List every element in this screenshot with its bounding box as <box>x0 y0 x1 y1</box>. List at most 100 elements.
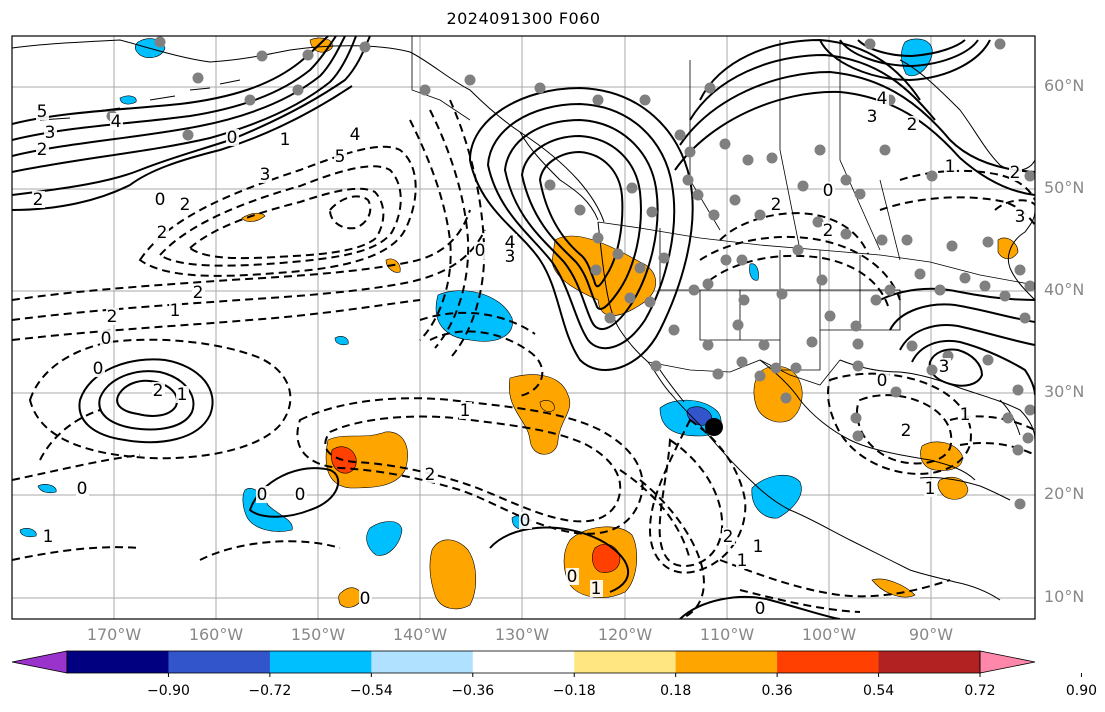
contour-label: 4 <box>350 125 361 145</box>
contour-label-bg <box>334 148 347 165</box>
contour-label: 0 <box>755 599 766 619</box>
longitude-label: 90°W <box>908 625 954 644</box>
contour-label: 2 <box>153 381 164 401</box>
contour-label-bg <box>169 302 182 319</box>
contour-label: 2 <box>157 223 168 243</box>
contour-label-bg <box>76 480 89 497</box>
contour-label: 0 <box>155 190 166 210</box>
contour-label: 2 <box>33 190 44 210</box>
contour-label: 3 <box>867 107 878 127</box>
contour-label: 4 <box>877 89 888 109</box>
graticule <box>12 36 1035 619</box>
contour-label: 4 <box>111 112 122 132</box>
latitude-label: 10°N <box>1044 587 1085 606</box>
contour-label: 2 <box>107 307 118 327</box>
colorbar-min-extension <box>11 650 68 674</box>
latitude-label: 30°N <box>1044 382 1085 401</box>
colorbar-segment <box>574 651 677 673</box>
colorbar-tick-label: 0.54 <box>862 683 895 699</box>
longitude-label: 120°W <box>597 625 653 644</box>
contour-label-bg <box>938 358 951 375</box>
colorbar <box>11 650 1082 677</box>
contour-label-bg <box>36 141 49 158</box>
latitude-label: 40°N <box>1044 280 1085 299</box>
contour-label: 3 <box>939 357 950 377</box>
contour-label: 3 <box>505 247 516 267</box>
colorbar-tick-label: −0.18 <box>552 683 596 699</box>
longitude-label: 100°W <box>801 625 857 644</box>
contour-label-bg <box>924 480 937 497</box>
contour-label-bg <box>722 528 735 545</box>
contour-label: 2 <box>180 195 191 215</box>
blue-patch-tpac-b <box>366 521 403 556</box>
contour-label: 2 <box>37 140 48 160</box>
contour-label-bg <box>504 248 517 265</box>
contour-label: 1 <box>945 157 956 177</box>
contour-label-bg <box>179 196 192 213</box>
contour-label: 5 <box>37 102 48 122</box>
contour-label-bg <box>876 372 889 389</box>
orange-patch-sw-pac <box>325 431 408 489</box>
station-dots <box>106 36 1035 510</box>
contour-label: 2 <box>723 527 734 547</box>
colorbar-tick-label: −0.72 <box>248 683 292 699</box>
contour-label: 0 <box>257 485 268 505</box>
contour-label: 1 <box>280 130 291 150</box>
contour-label: 2 <box>901 421 912 441</box>
contour-label-bg <box>424 466 437 483</box>
contour-label-bg <box>100 330 113 347</box>
bc-coast <box>519 131 599 221</box>
colorbar-max-extension <box>979 650 1036 674</box>
orange-patch-small-a <box>241 212 266 222</box>
contour-label: 0 <box>93 359 104 379</box>
colorbar-tick-label: 0.36 <box>761 683 793 699</box>
contour-label-bg <box>906 116 919 133</box>
contour-label: 0 <box>295 485 306 505</box>
blue-patch-small-b <box>334 336 349 346</box>
contour-label-bg <box>176 386 189 403</box>
colorbar-tick-label: 0.18 <box>660 683 692 699</box>
contour-label: 0 <box>101 329 112 349</box>
contour-label: 1 <box>460 401 471 421</box>
contour-label-bg <box>42 528 55 545</box>
contour-label: 5 <box>335 147 346 167</box>
negative-contours <box>12 99 1035 619</box>
colorbar-segment <box>67 651 169 673</box>
contour-label-bg <box>866 108 879 125</box>
contour-label: 2 <box>823 221 834 241</box>
colorbar-segment <box>472 651 575 673</box>
colorbar-segment <box>371 651 474 673</box>
contour-label-bg <box>752 538 765 555</box>
contour-label: 3 <box>260 165 271 185</box>
contour-label: 0 <box>227 128 238 148</box>
contour-label: 0 <box>823 181 834 201</box>
contour-label: 1 <box>753 537 764 557</box>
orange-patch-cuba <box>937 477 969 500</box>
contour-label-bg <box>44 124 57 141</box>
contour-label: 2 <box>193 283 204 303</box>
map-title: 2024091300 F060 <box>446 9 601 28</box>
contour-label-bg <box>736 552 749 569</box>
mexico-gulf-coast <box>759 359 976 481</box>
contour-label-bg <box>566 568 579 585</box>
contour-label-bg <box>152 382 165 399</box>
contour-label-bg <box>474 242 487 259</box>
colorbar-tick-label: −0.54 <box>349 683 393 699</box>
contour-label-bg <box>349 126 362 143</box>
contour-label: 1 <box>737 551 748 571</box>
purple-core-mex-pac <box>686 406 713 426</box>
contour-label: 2 <box>907 115 918 135</box>
latitude-label: 20°N <box>1044 484 1085 503</box>
contour-label-bg <box>822 222 835 239</box>
contour-label-bg <box>959 406 972 423</box>
contour-label: 0 <box>520 511 531 531</box>
colorbar-tick-label: 0.72 <box>964 683 996 699</box>
colorbar-segment <box>777 651 880 673</box>
baja <box>647 361 701 426</box>
contour-label: 1 <box>43 527 54 547</box>
contour-label-bg <box>294 486 307 503</box>
contour-label-bg <box>256 486 269 503</box>
orange-patch-trop-a <box>429 539 477 610</box>
colorbar-segment <box>168 651 271 673</box>
